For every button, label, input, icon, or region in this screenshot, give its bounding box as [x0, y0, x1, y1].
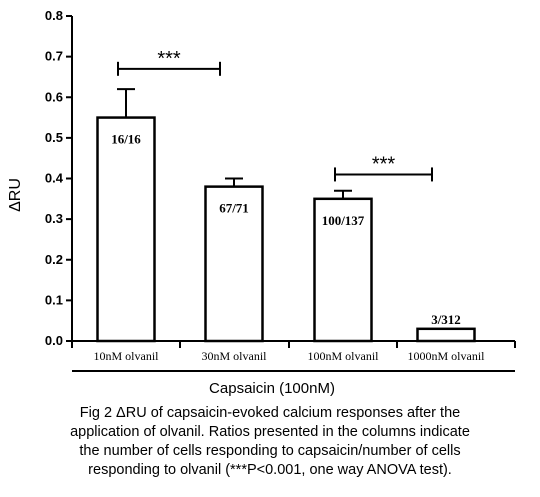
x-group-label: Capsaicin (100nM) — [209, 380, 335, 397]
y-tick-label: 0.1 — [45, 292, 63, 307]
bar-data-label: 100/137 — [322, 213, 365, 228]
x-tick-label: 1000nM olvanil — [408, 349, 486, 363]
y-tick-label: 0.4 — [45, 171, 64, 186]
caption-line: responding to olvanil (***P<0.001, one w… — [88, 462, 452, 478]
bar-data-label: 16/16 — [111, 132, 141, 147]
x-tick-label: 100nM olvanil — [308, 349, 380, 363]
y-tick-label: 0.6 — [45, 89, 63, 104]
figure-caption: Fig 2 ΔRU of capsaicin-evoked calcium re… — [0, 404, 540, 480]
bar — [416, 327, 476, 343]
y-tick-label: 0.0 — [45, 333, 63, 348]
y-tick-label: 0.8 — [45, 8, 63, 23]
x-tick-label: 30nM olvanil — [202, 349, 268, 363]
bar-data-label: 67/71 — [219, 201, 249, 216]
chart-labels: 0.0 0.1 0.2 0.3 0.4 0.5 0.6 0.7 0.8 16/16 10nM olv… — [45, 8, 485, 363]
x-tick-label: 10nM olvanil — [94, 349, 160, 363]
bar — [96, 116, 156, 343]
chart-bars — [96, 61, 476, 343]
bar — [313, 197, 373, 343]
y-tick-label: 0.2 — [45, 252, 63, 267]
y-tick-label: 0.5 — [45, 130, 63, 145]
y-axis-label: ΔRU — [7, 178, 24, 212]
y-tick-label: 0.7 — [45, 49, 63, 64]
bar-chart: 0.0 0.1 0.2 0.3 0.4 0.5 0.6 0.7 0.8 16/16 10nM olv… — [7, 8, 516, 397]
significance-label: *** — [372, 153, 396, 175]
y-tick-label: 0.3 — [45, 211, 63, 226]
significance-label: *** — [157, 48, 181, 70]
caption-line: Fig 2 ΔRU of capsaicin-evoked calcium re… — [79, 405, 461, 421]
caption-line: the number of cells responding to capsai… — [79, 443, 461, 459]
bar-data-label: 3/312 — [431, 312, 461, 327]
caption-line: application of olvanil. Ratios presented… — [70, 424, 470, 440]
